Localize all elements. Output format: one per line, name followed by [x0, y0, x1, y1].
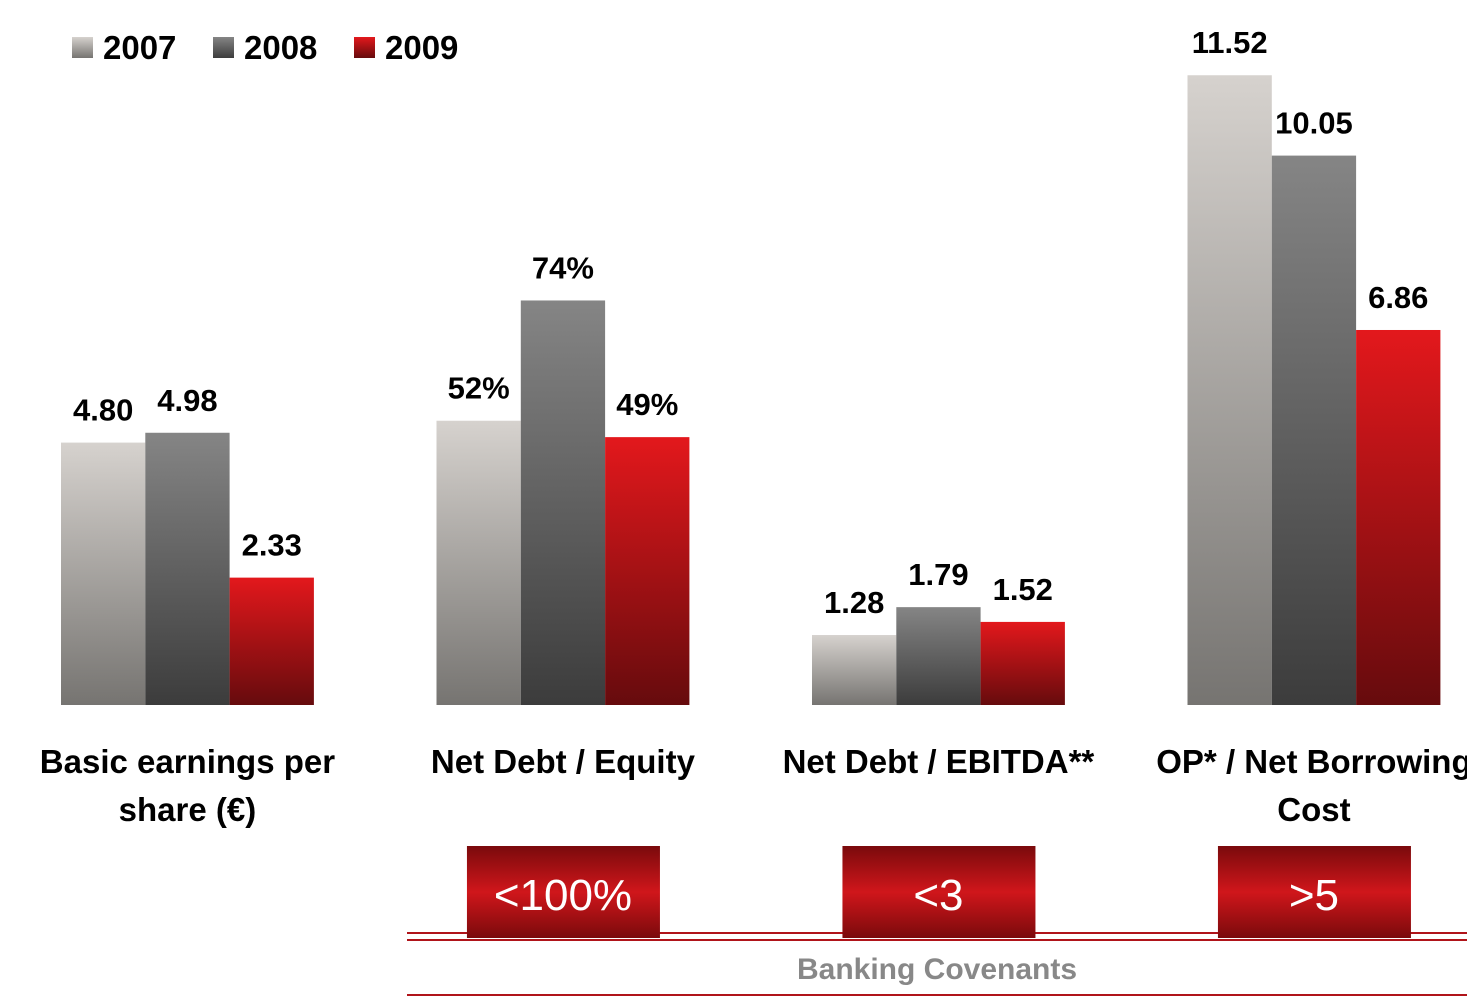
bar [520, 300, 606, 705]
bar [1271, 155, 1357, 706]
bar [980, 621, 1065, 705]
value-label: 4.80 [73, 393, 133, 428]
category-label: Net Debt / EBITDA** [782, 743, 1095, 780]
value-label: 4.98 [157, 383, 217, 418]
legend-label: 2008 [244, 29, 317, 66]
category-label: OP* / Net Borrowing Cost [1156, 743, 1467, 828]
covenant-title: Banking Covenants [797, 953, 1077, 986]
value-label: 74% [532, 250, 594, 285]
value-label: 1.28 [824, 585, 884, 620]
bar [229, 577, 314, 705]
value-label: 49% [616, 387, 678, 422]
covenant-box [1217, 846, 1411, 938]
category-label: Basic earnings per share (€) [39, 743, 336, 828]
bar [61, 442, 146, 705]
value-label: 1.79 [908, 557, 968, 592]
bar [1187, 75, 1272, 706]
covenant-box [466, 846, 660, 938]
legend-label: 2007 [103, 29, 176, 66]
bar [436, 420, 521, 705]
legend-swatch [213, 37, 234, 58]
covenant-limit: <3 [913, 871, 963, 920]
value-label: 2.33 [242, 528, 302, 563]
bar [896, 607, 981, 705]
value-label: 6.86 [1368, 280, 1428, 315]
value-label: 11.52 [1192, 25, 1268, 60]
value-label: 1.52 [993, 572, 1053, 607]
legend-swatch [72, 37, 93, 58]
legend-label: 2009 [385, 29, 458, 66]
covenant-box [842, 846, 1036, 938]
bar [1356, 329, 1441, 705]
bar [605, 437, 690, 705]
legend-swatch [354, 37, 375, 58]
category-label: Net Debt / Equity [430, 743, 695, 780]
bar [812, 635, 897, 705]
bar [145, 432, 230, 705]
covenant-limit: >5 [1289, 871, 1339, 920]
value-label: 10.05 [1275, 106, 1353, 141]
covenant-limit: <100% [494, 871, 632, 920]
value-label: 52% [448, 371, 510, 406]
